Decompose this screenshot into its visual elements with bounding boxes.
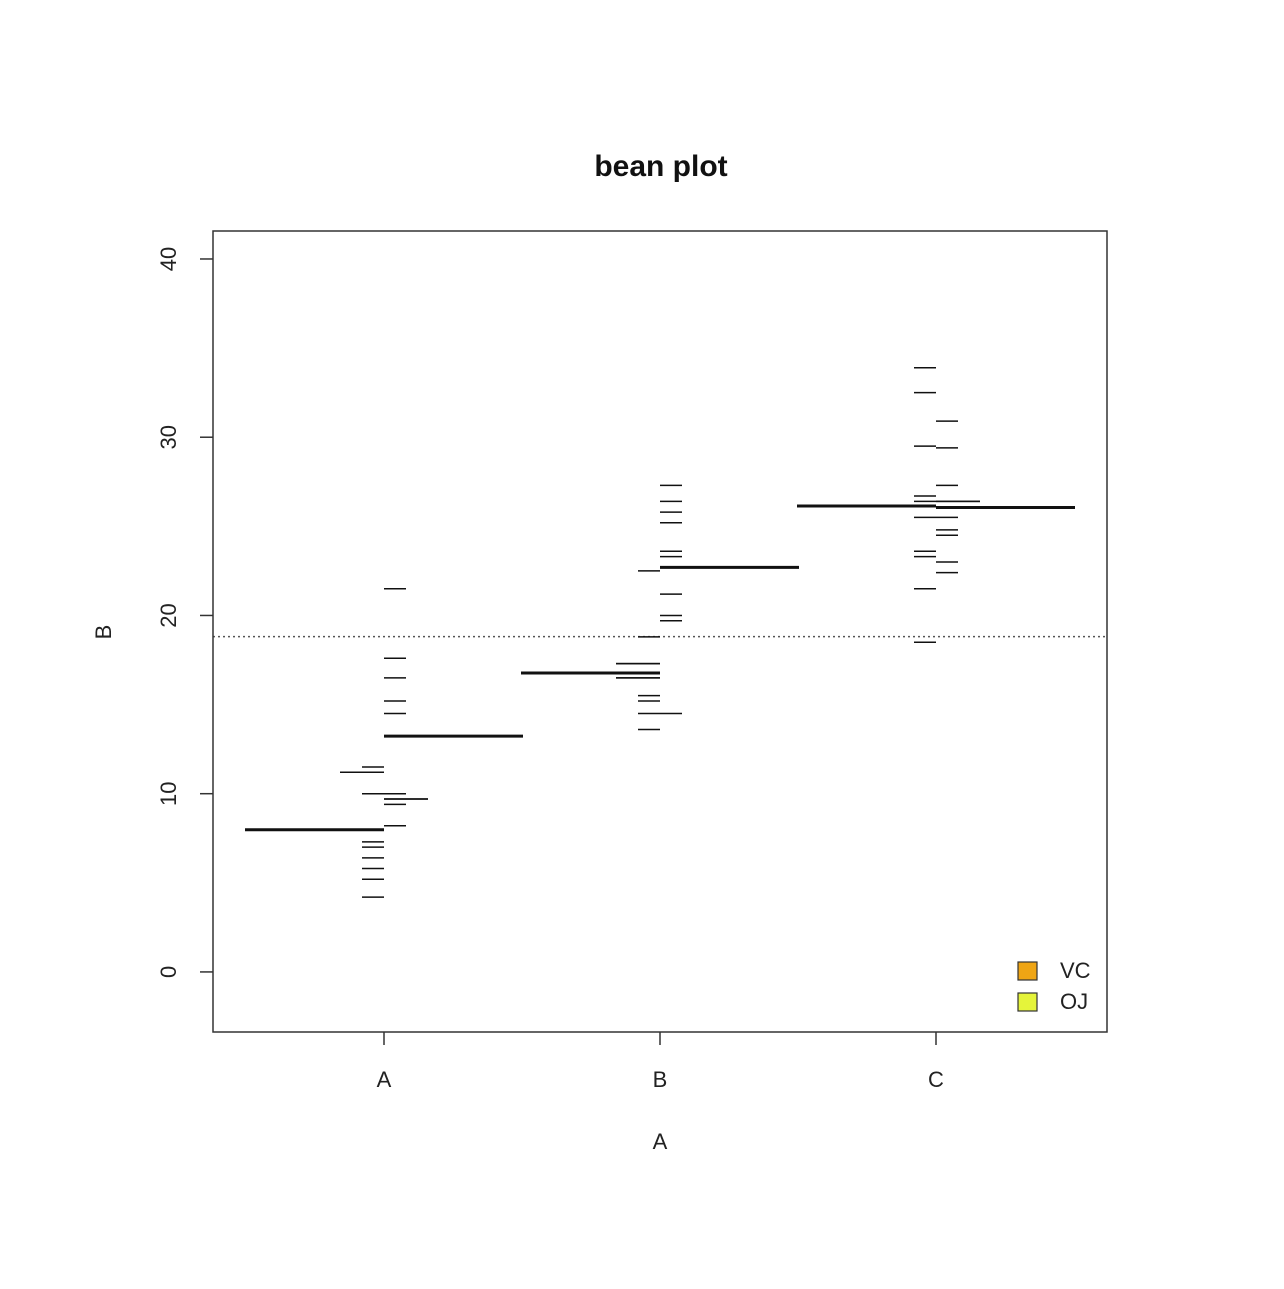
x-axis-label: A [653,1129,668,1154]
chart-title: bean plot [594,150,727,183]
y-tick-label: 0 [156,966,181,978]
plot-frame [212,230,1108,1033]
y-tick-label: 20 [156,603,181,627]
y-tick-label: 30 [156,425,181,449]
legend-label: OJ [1060,989,1088,1014]
x-tick-label: C [928,1067,944,1092]
legend-label: VC [1060,958,1091,983]
legend-swatch [1017,961,1038,981]
x-tick-label: A [377,1067,392,1092]
y-axis-label: B [91,625,116,640]
legend-swatch [1017,992,1038,1012]
x-tick-label: B [653,1067,668,1092]
y-tick-label: 40 [156,247,181,271]
y-tick-label: 10 [156,781,181,805]
